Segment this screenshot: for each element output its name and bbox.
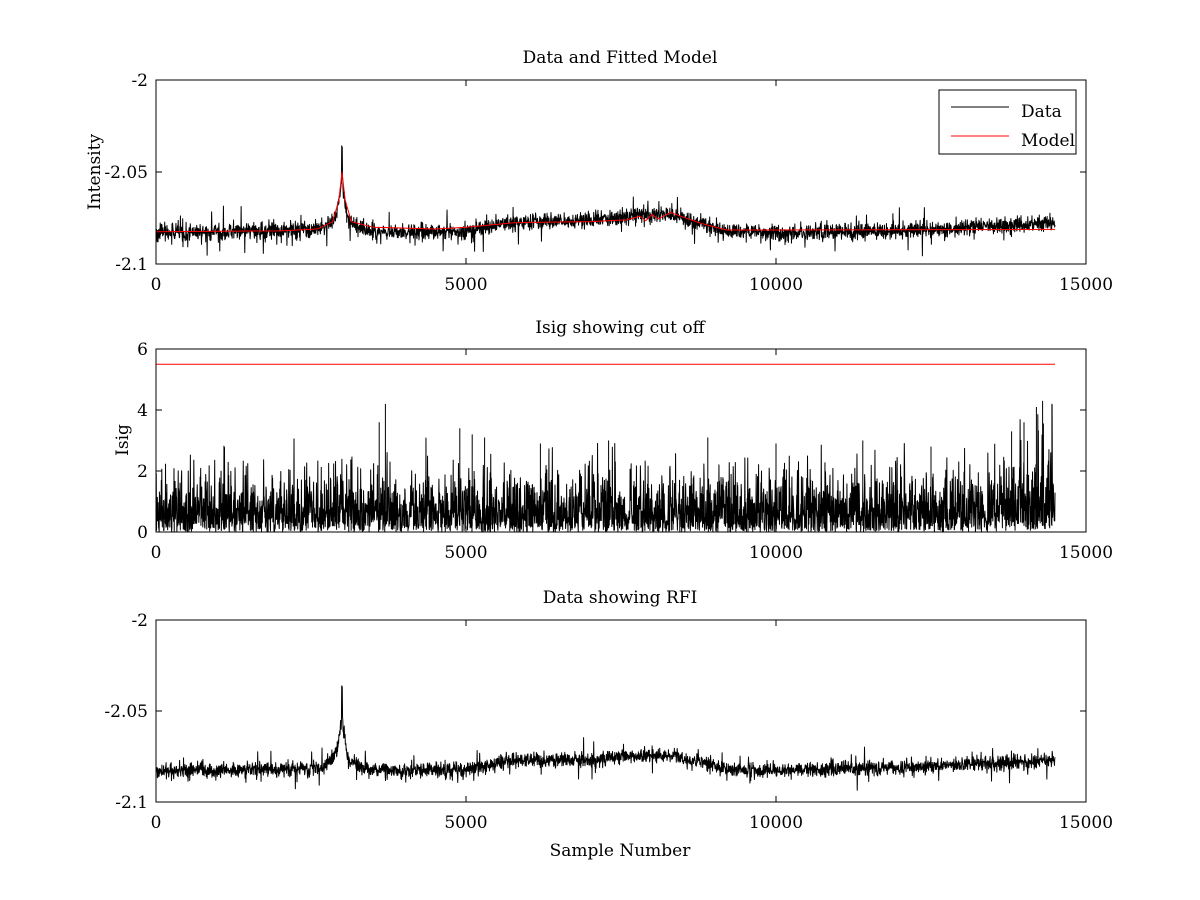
tick-layer: 0 5000 10000 15000 -2.1 -2.05 -2 [104, 611, 1113, 833]
panel-isig-showing-cut-off: Isig showing cut off Isig 0 5000 10000 1500… [113, 318, 1113, 563]
plot-area [155, 685, 1056, 791]
chart-title: Isig showing cut off [535, 318, 706, 338]
chart-title: Data and Fitted Model [523, 48, 718, 68]
x-tick-label: 15000 [1059, 813, 1113, 833]
x-tick-label: 10000 [749, 813, 803, 833]
x-tick-label: 10000 [749, 275, 803, 295]
y-tick-label: -2.05 [104, 702, 148, 722]
y-tick-label: 4 [137, 401, 148, 421]
x-tick-label: 10000 [749, 543, 803, 563]
x-tick-label: 5000 [444, 813, 487, 833]
y-tick-label: 6 [137, 340, 148, 360]
series-data-line [155, 400, 1056, 533]
tick-layer: 0 5000 10000 15000 -2.1 -2.05 -2 [104, 71, 1113, 295]
legend-label-model: Model [1021, 131, 1075, 151]
axes-frame [155, 348, 1087, 533]
axes-frame [155, 79, 1087, 265]
y-tick-label: -2.1 [115, 793, 148, 813]
legend-label-data: Data [1021, 102, 1062, 122]
y-tick-label: -2 [131, 71, 148, 91]
x-tick-label: 0 [151, 275, 162, 295]
y-axis-label: Isig [113, 424, 133, 456]
legend-box [938, 89, 1077, 155]
y-tick-label: 0 [137, 523, 148, 543]
series-data-line [155, 685, 1056, 791]
x-axis-label: Sample Number [550, 841, 692, 861]
y-tick-label: 2 [137, 462, 148, 482]
x-tick-label: 15000 [1059, 275, 1113, 295]
series-data-line [155, 145, 1056, 257]
x-tick-label: 0 [151, 543, 162, 563]
x-tick-label: 5000 [444, 275, 487, 295]
x-tick-label: 5000 [444, 543, 487, 563]
tick-layer: 0 5000 10000 15000 0 2 4 6 [137, 340, 1113, 563]
x-tick-label: 0 [151, 813, 162, 833]
y-axis-label: Intensity [85, 134, 105, 210]
panel-data-showing-rfi: Data showing RFI Sample Number 0 5000 1000… [104, 588, 1113, 861]
y-tick-label: -2.05 [104, 163, 148, 183]
x-tick-label: 15000 [1059, 543, 1113, 563]
chart-title: Data showing RFI [543, 588, 698, 608]
plot-area [155, 363, 1056, 533]
y-tick-label: -2 [131, 611, 148, 631]
y-tick-label: -2.1 [115, 255, 148, 275]
axes-frame [155, 619, 1087, 803]
panel-data-and-fitted-model: Data and Fitted Model Intensity 0 5000 100… [85, 48, 1113, 295]
legend: Data Model [938, 89, 1077, 155]
series-model-line [155, 171, 1056, 233]
plot-area [155, 145, 1056, 257]
